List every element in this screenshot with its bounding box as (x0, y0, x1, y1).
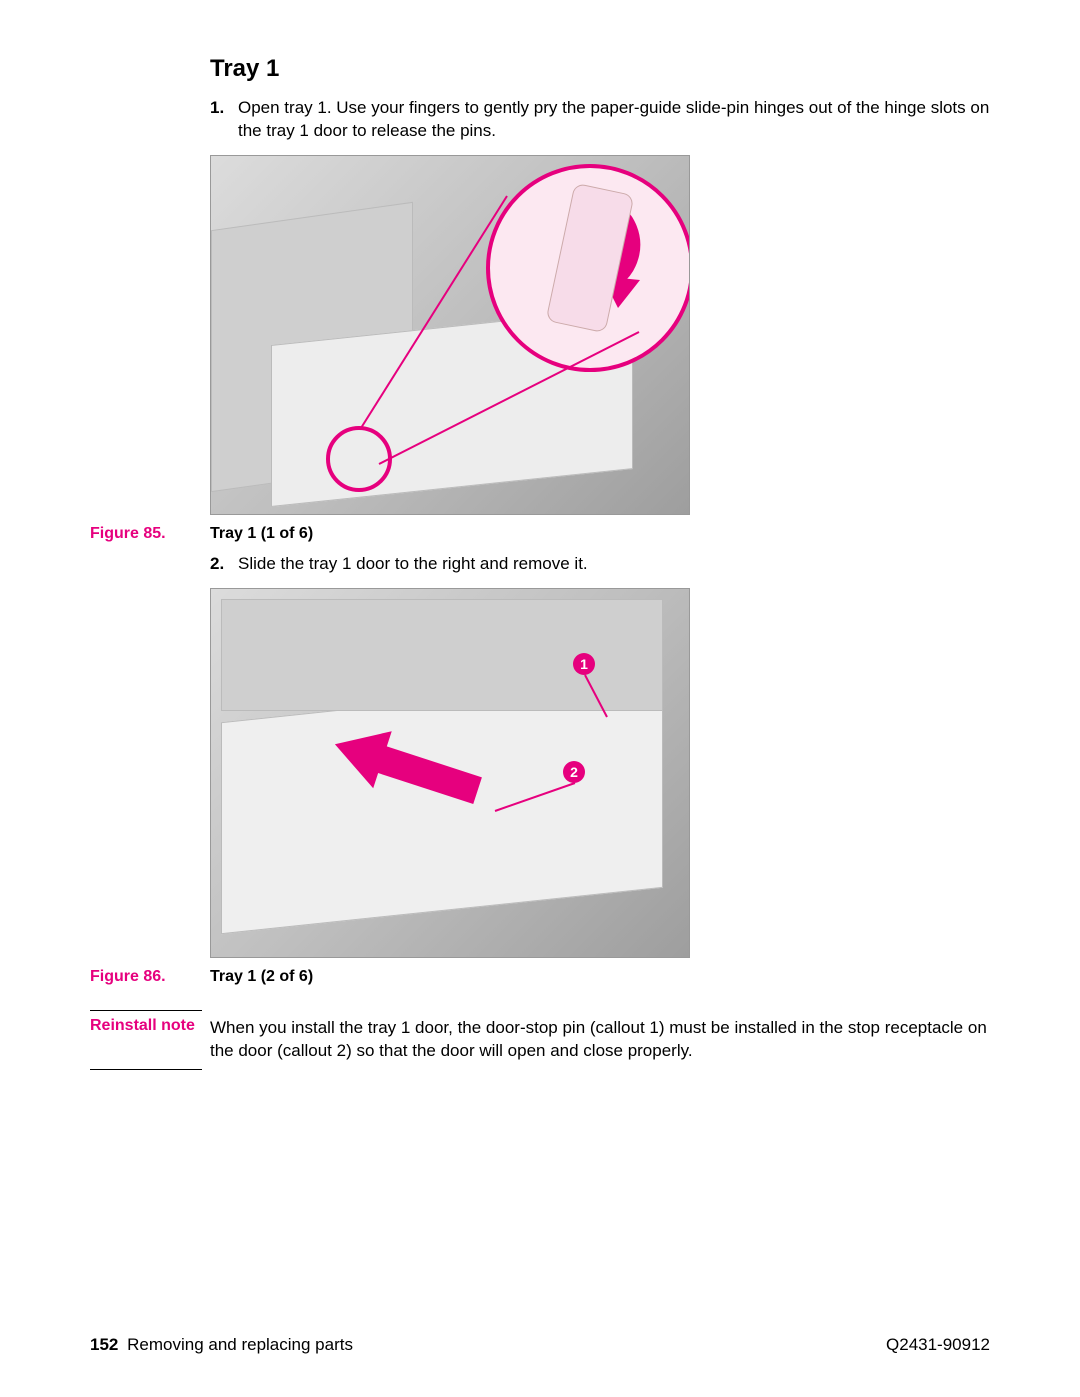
curved-arrow-icon (490, 168, 690, 368)
callout-badge-1: 1 (573, 653, 595, 675)
callout-badge-2: 2 (563, 761, 585, 783)
reinstall-note-block: Reinstall note When you install the tray… (210, 1010, 990, 1070)
callout-circle-small (326, 426, 392, 492)
figure-85-image (210, 155, 690, 515)
figure-86-image: 1 2 (210, 588, 690, 958)
content-column: Tray 1 1. Open tray 1. Use your fingers … (210, 55, 990, 1070)
step-number: 2. (210, 553, 238, 576)
figure-caption: Tray 1 (1 of 6) (210, 525, 313, 543)
step-number: 1. (210, 97, 238, 143)
step-2: 2. Slide the tray 1 door to the right an… (210, 553, 990, 576)
figure-86-caption-row: Figure 86. Tray 1 (2 of 6) (210, 968, 990, 986)
reinstall-note-label: Reinstall note (90, 1017, 210, 1035)
figure-label: Figure 85. (90, 525, 210, 543)
reinstall-note-text: When you install the tray 1 door, the do… (210, 1017, 990, 1063)
figure-85 (210, 155, 990, 515)
footer-left: 152 Removing and replacing parts (90, 1335, 353, 1355)
figure-86: 1 2 (210, 588, 990, 958)
doc-id: Q2431-90912 (886, 1335, 990, 1355)
figure-label: Figure 86. (90, 968, 210, 986)
chapter-title: Removing and replacing parts (127, 1335, 353, 1354)
note-rule-top (90, 1010, 202, 1011)
step-text: Slide the tray 1 door to the right and r… (238, 553, 990, 576)
note-rule-bottom (90, 1069, 202, 1070)
slide-arrow-icon (311, 709, 511, 829)
step-1: 1. Open tray 1. Use your fingers to gent… (210, 97, 990, 143)
section-title: Tray 1 (210, 55, 990, 83)
page-number: 152 (90, 1335, 118, 1354)
callout-inset-large (486, 164, 690, 372)
step-text: Open tray 1. Use your fingers to gently … (238, 97, 990, 143)
callout-badge-label: 2 (570, 764, 578, 780)
page-footer: 152 Removing and replacing parts Q2431-9… (90, 1335, 990, 1355)
figure-85-caption-row: Figure 85. Tray 1 (1 of 6) (210, 525, 990, 543)
callout-badge-label: 1 (580, 656, 588, 672)
page: Tray 1 1. Open tray 1. Use your fingers … (0, 0, 1080, 1397)
figure-caption: Tray 1 (2 of 6) (210, 968, 313, 986)
